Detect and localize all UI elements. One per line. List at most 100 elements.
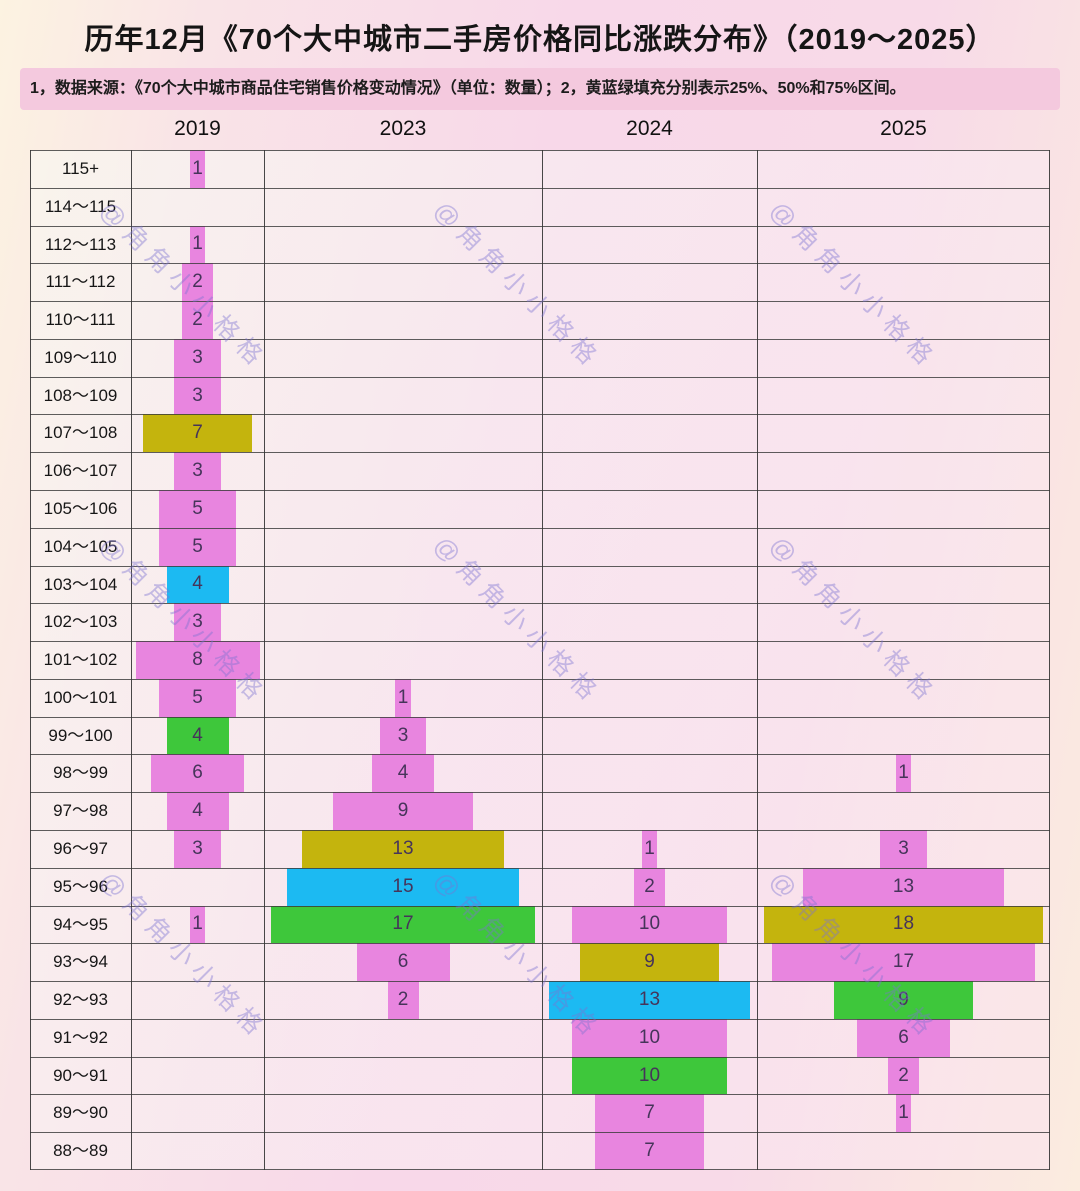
gridline-horizontal [30, 150, 1050, 151]
gridline-horizontal [30, 565, 1050, 567]
row-label: 110～111 [45, 310, 116, 330]
bar-value: 15 [392, 875, 414, 897]
gridline-horizontal [30, 641, 1050, 643]
bar-value: 4 [192, 800, 203, 822]
gridline-vertical [757, 150, 758, 1170]
bar-2019-99～100: 4 [166, 716, 229, 755]
bar-value: 1 [192, 913, 203, 935]
gridline-horizontal [30, 490, 1050, 491]
bar-2019-104～105: 5 [158, 527, 237, 566]
watermark: @角角小小格格 [427, 531, 607, 710]
bar-2019-108～109: 3 [174, 376, 221, 415]
bar-value: 4 [192, 573, 203, 595]
bar-2019-111～112: 2 [182, 263, 213, 302]
gridline-horizontal [30, 867, 1050, 869]
gridline-horizontal [30, 225, 1050, 227]
watermark: @角角小小格格 [763, 531, 943, 710]
bar-value: 10 [638, 1064, 661, 1086]
bar-value: 9 [397, 800, 409, 822]
gridline-horizontal [30, 754, 1050, 756]
bar-2023-92～93: 2 [387, 981, 419, 1019]
bar-2023-100～101: 1 [395, 678, 411, 717]
bar-2024-92～93: 13 [548, 981, 751, 1019]
gridline-horizontal [30, 527, 1050, 529]
bar-2019-106～107: 3 [174, 452, 221, 490]
row-label: 89～90 [53, 1103, 108, 1123]
column-header-2024: 2024 [626, 117, 673, 140]
gridline-vertical [30, 150, 31, 1170]
bar-2023-94～95: 17 [271, 905, 535, 944]
bar-2025-95～96: 13 [802, 867, 1005, 906]
bar-value: 3 [192, 384, 203, 406]
bar-2024-94～95: 10 [572, 905, 727, 944]
row-label: 112～113 [44, 234, 117, 254]
gridline-horizontal [30, 830, 1050, 831]
bar-value: 13 [638, 988, 661, 1010]
column-header-2025: 2025 [880, 117, 927, 140]
bar-2023-97～98: 9 [333, 792, 473, 830]
bar-value: 2 [644, 875, 655, 897]
distribution-chart: 2019 2023 2024 2025 115+ 114～115 112～113 111～1… [30, 117, 1050, 1170]
bar-value: 3 [898, 837, 909, 859]
row-label: 95～96 [53, 876, 108, 896]
row-label: 108～109 [43, 385, 118, 405]
bar-value: 3 [192, 460, 203, 482]
bar-2024-95～96: 2 [634, 867, 665, 906]
row-label: 109～110 [44, 347, 117, 367]
row-label: 101～102 [43, 650, 118, 670]
bar-2019-94～95: 1 [189, 905, 206, 944]
bar-2025-94～95: 18 [764, 905, 1043, 944]
bar-value: 4 [397, 762, 409, 784]
bar-value: 17 [392, 913, 414, 935]
bar-value: 13 [892, 875, 915, 897]
bar-2019-103～104: 4 [166, 565, 229, 604]
gridline-vertical [264, 150, 265, 1170]
bar-2024-96～97: 1 [641, 830, 658, 868]
bar-value: 9 [644, 951, 655, 973]
column-header-2019: 2019 [174, 117, 221, 140]
row-label: 90～91 [53, 1065, 108, 1085]
gridline-horizontal [30, 678, 1050, 680]
row-label: 107～108 [43, 423, 118, 443]
row-label: 96～97 [53, 839, 108, 858]
bar-2025-89～90: 1 [895, 1094, 912, 1133]
bar-value: 6 [192, 762, 203, 784]
gridline-horizontal [30, 187, 1050, 189]
bar-value: 2 [192, 271, 203, 293]
gridline-horizontal [30, 452, 1050, 454]
bar-value: 6 [397, 951, 409, 973]
bar-value: 3 [192, 837, 203, 859]
bar-2019-109～110: 3 [174, 338, 221, 377]
row-label: 97～98 [53, 801, 108, 821]
bar-value: 18 [892, 913, 915, 935]
row-label: 105～106 [43, 499, 118, 518]
bar-value: 7 [192, 422, 203, 444]
bar-2024-90～91: 10 [572, 1056, 727, 1095]
watermark: @角角小小格格 [427, 196, 607, 375]
gridline-horizontal [30, 376, 1050, 378]
row-label: 114～115 [44, 196, 117, 216]
gridline-horizontal [30, 1018, 1050, 1020]
bar-2023-95～96: 15 [286, 867, 520, 906]
bar-value: 6 [898, 1026, 909, 1048]
bar-2019-101～102: 8 [135, 641, 260, 679]
bar-value: 17 [892, 951, 915, 973]
row-label: 92～93 [53, 990, 108, 1010]
gridline-horizontal [30, 263, 1050, 265]
column-headers: 2019 2023 2024 2025 [30, 112, 1050, 150]
bar-2019-98～99: 6 [151, 754, 244, 793]
bar-value: 2 [192, 308, 203, 330]
row-label: 102～103 [43, 612, 118, 632]
bar-2025-91～92: 6 [857, 1018, 950, 1057]
bar-value: 2 [898, 1064, 909, 1086]
bar-2019-97～98: 4 [166, 792, 229, 830]
bar-2024-88～89: 7 [595, 1132, 704, 1170]
row-label: 103～104 [43, 574, 118, 594]
row-label: 106～107 [43, 461, 118, 481]
bar-value: 1 [644, 837, 655, 859]
row-label: 104～105 [43, 536, 118, 556]
bar-2024-89～90: 7 [595, 1094, 704, 1133]
bar-value: 1 [397, 686, 409, 708]
gridline-horizontal [30, 338, 1050, 340]
